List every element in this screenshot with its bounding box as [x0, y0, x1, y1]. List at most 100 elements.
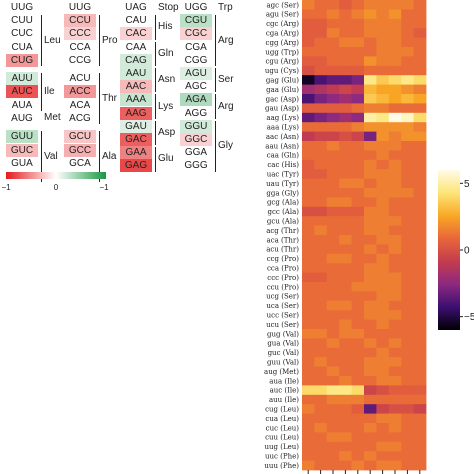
heatmap-cell — [351, 18, 365, 29]
heatmap-cell — [413, 394, 427, 405]
heatmap-cell — [413, 404, 427, 414]
heatmap-cell — [326, 394, 340, 405]
heatmap-cell — [388, 460, 402, 471]
heatmap-cell — [401, 441, 414, 452]
heatmap-cell — [413, 376, 427, 386]
heatmap-cell — [364, 188, 377, 198]
heatmap-cell — [388, 65, 402, 76]
heatmap-cell — [364, 94, 377, 104]
heatmap-cell — [364, 432, 377, 443]
heatmap-cell — [351, 65, 365, 76]
codon-cell: ACG — [69, 112, 91, 124]
heatmap-cell — [351, 357, 365, 367]
heatmap-cell — [339, 94, 352, 104]
colorbar: 5 0 −5 — [438, 170, 474, 330]
codon-group-bracket — [155, 41, 156, 66]
codon-cell: CUU — [11, 15, 33, 27]
heatmap-cell — [351, 244, 365, 255]
heatmap-cell — [364, 263, 377, 273]
heatmap-cell — [401, 366, 414, 377]
heatmap-cell — [401, 28, 414, 38]
heatmap-cell — [302, 47, 315, 57]
heatmap-cell — [351, 282, 365, 292]
heatmap-row-label: ucu (Ser) — [266, 321, 299, 329]
heatmap-cell — [364, 103, 377, 114]
heatmap-cell — [401, 159, 414, 170]
heatmap-cell — [351, 347, 365, 358]
heatmap-row-label: uau (Tyr) — [266, 180, 299, 188]
heatmap-row-label: gug (Val) — [267, 330, 299, 338]
codon-cell: GUA — [11, 157, 33, 169]
heatmap-cell — [339, 206, 352, 217]
heatmap-cell — [339, 159, 352, 170]
heatmap-row-label: cga (Arg) — [266, 30, 299, 38]
heatmap-row-label: gau (Asp) — [265, 105, 299, 113]
heatmap-cell — [351, 451, 365, 461]
heatmap-cell — [302, 300, 315, 311]
heatmap-row-label: ccg (Pro) — [267, 255, 300, 263]
heatmap-row-label: aua (Ile) — [269, 377, 299, 385]
heatmap-cell — [339, 188, 352, 198]
heatmap-cell — [314, 37, 328, 48]
heatmap-cell — [376, 197, 390, 208]
heatmap-cell — [364, 300, 377, 311]
heatmap-row-label: uug (Leu) — [265, 443, 300, 451]
heatmap-cell — [388, 197, 402, 208]
heatmap-cell — [364, 18, 377, 29]
heatmap-cell — [326, 131, 340, 142]
heatmap-cell — [401, 235, 414, 245]
codon-group-bracket — [99, 73, 100, 125]
heatmap-cell — [376, 404, 390, 414]
heatmap-cell — [326, 9, 340, 20]
heatmap-cell — [302, 253, 315, 264]
heatmap-cell — [302, 310, 315, 320]
heatmap-cell — [364, 141, 377, 151]
heatmap-cell — [339, 84, 352, 95]
codon-cell: UAG — [125, 2, 147, 13]
heatmap-cell — [339, 131, 352, 142]
heatmap-cell — [364, 131, 377, 142]
heatmap-cell — [326, 347, 340, 358]
heatmap-cell — [314, 432, 328, 443]
heatmap-cell — [339, 319, 352, 330]
heatmap-cell — [326, 37, 340, 48]
heatmap-cell — [364, 178, 377, 189]
heatmap-cell — [388, 112, 402, 123]
heatmap-cell — [401, 338, 414, 349]
heatmap-cell — [364, 357, 377, 367]
heatmap-cell — [388, 122, 402, 132]
heatmap-cell — [401, 103, 414, 114]
heatmap-cell — [401, 112, 414, 123]
heatmap-cell — [388, 244, 402, 255]
heatmap-cell — [364, 413, 377, 424]
heatmap-cell — [326, 376, 340, 386]
heatmap-row-label: cca (Pro) — [267, 265, 299, 273]
heatmap-cell — [314, 150, 328, 161]
heatmap-cell — [364, 150, 377, 161]
heatmap-cell — [302, 84, 315, 95]
heatmap-cell — [401, 385, 414, 396]
heatmap-cell — [302, 206, 315, 217]
heatmap-cell — [401, 347, 414, 358]
heatmap-cell — [302, 244, 315, 255]
heatmap-cell — [351, 263, 365, 273]
heatmap-cell — [376, 112, 390, 123]
heatmap-cell — [388, 37, 402, 48]
heatmap-cell — [364, 394, 377, 405]
heatmap-cell — [376, 178, 390, 189]
heatmap-cell — [326, 216, 340, 226]
heatmap-cell — [314, 28, 328, 38]
heatmap-cell — [364, 65, 377, 76]
heatmap-cell — [364, 460, 377, 471]
heatmap-cell — [376, 319, 390, 330]
heatmap-cell — [339, 65, 352, 76]
amino-acid-label: Asn — [158, 74, 176, 86]
heatmap-cell — [302, 263, 315, 273]
heatmap-cell — [401, 65, 414, 76]
amino-acid-label: Glu — [158, 153, 174, 165]
heatmap-cell — [413, 188, 427, 198]
heatmap-row-label: agc (Ser) — [266, 1, 299, 9]
heatmap-cell — [413, 18, 427, 29]
heatmap-cell — [413, 244, 427, 255]
heatmap-row-label: auu (Ile) — [269, 396, 299, 404]
